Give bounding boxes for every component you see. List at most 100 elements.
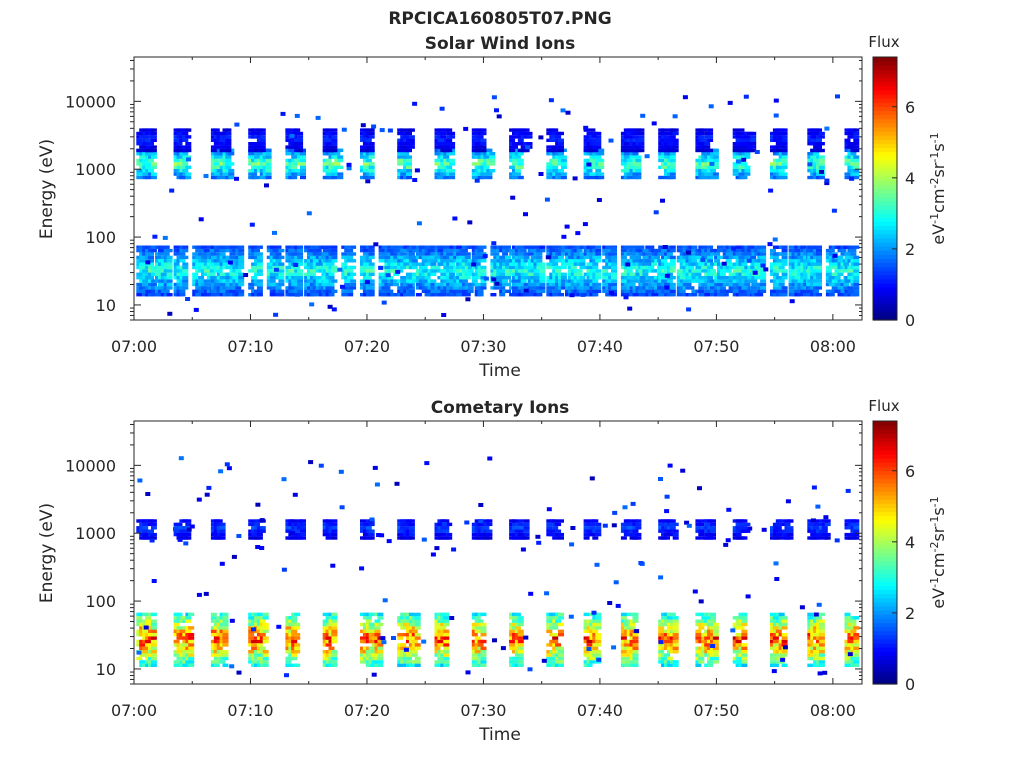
heatmap-cell bbox=[188, 653, 195, 657]
heatmap-cell bbox=[272, 248, 279, 253]
heatmap-cell bbox=[781, 172, 788, 176]
heatmap-cell bbox=[505, 269, 511, 273]
heatmap-cell bbox=[523, 286, 530, 290]
heatmap-cell bbox=[626, 175, 633, 180]
heatmap-cell bbox=[188, 660, 195, 664]
heatmap-cell bbox=[291, 155, 298, 159]
heatmap-cell bbox=[775, 289, 782, 293]
heatmap-cell bbox=[188, 636, 195, 640]
heatmap-cell bbox=[494, 108, 499, 113]
heatmap-cell bbox=[368, 262, 375, 266]
heatmap-cell bbox=[586, 289, 593, 293]
heatmap-cell bbox=[309, 272, 316, 276]
heatmap-cell bbox=[248, 282, 255, 287]
heatmap-cell bbox=[701, 252, 708, 256]
heatmap-cell bbox=[297, 252, 304, 256]
heatmap-cell bbox=[449, 172, 456, 176]
heatmap-cell bbox=[620, 259, 627, 263]
heatmap-cell bbox=[744, 252, 751, 256]
heatmap-cell bbox=[225, 165, 232, 169]
heatmap-cell bbox=[337, 158, 344, 163]
heatmap-cell bbox=[443, 265, 450, 270]
heatmap-cell bbox=[620, 272, 627, 276]
heatmap-cell bbox=[517, 142, 524, 146]
y-tick-label: 10000 bbox=[65, 92, 116, 111]
heatmap-cell bbox=[760, 279, 767, 283]
heatmap-cell bbox=[750, 255, 757, 260]
heatmap-cell bbox=[145, 138, 152, 142]
heatmap-cell bbox=[449, 252, 456, 256]
heatmap-cell bbox=[853, 128, 860, 132]
heatmap-cell bbox=[294, 128, 301, 132]
heatmap-cell bbox=[632, 131, 639, 136]
heatmap-cell bbox=[701, 138, 708, 142]
heatmap-cell bbox=[400, 248, 407, 253]
heatmap-cell bbox=[300, 155, 306, 159]
heatmap-cell bbox=[526, 131, 533, 136]
heatmap-cell bbox=[555, 289, 562, 293]
heatmap-cell bbox=[816, 248, 822, 253]
heatmap-cell bbox=[775, 259, 782, 263]
heatmap-cell bbox=[669, 245, 676, 249]
heatmap-cell bbox=[278, 262, 285, 266]
heatmap-cell bbox=[818, 148, 825, 153]
heatmap-cell bbox=[712, 162, 719, 166]
heatmap-cell bbox=[523, 269, 530, 273]
heatmap-cell bbox=[424, 252, 431, 256]
heatmap-cell bbox=[672, 138, 679, 142]
heatmap-cell bbox=[738, 265, 745, 270]
heatmap-cell bbox=[520, 131, 527, 136]
heatmap-cell bbox=[341, 262, 348, 266]
heatmap-cell bbox=[321, 276, 328, 280]
heatmap-cell bbox=[691, 255, 698, 260]
heatmap-cell bbox=[816, 252, 822, 256]
heatmap-cell bbox=[669, 259, 676, 263]
heatmap-cell bbox=[251, 162, 258, 166]
heatmap-cell bbox=[770, 162, 776, 166]
heatmap-cell bbox=[669, 282, 676, 287]
heatmap-cell bbox=[797, 293, 804, 297]
heatmap-cell bbox=[384, 286, 391, 290]
heatmap-cell bbox=[238, 289, 245, 293]
heatmap-cell bbox=[760, 255, 767, 260]
x-axis-label: Time bbox=[478, 361, 521, 381]
colorbar-segment bbox=[873, 110, 897, 116]
heatmap-cell bbox=[142, 629, 149, 633]
heatmap-cell bbox=[850, 252, 857, 256]
heatmap-cell bbox=[368, 282, 375, 287]
heatmap-cell bbox=[368, 172, 375, 176]
heatmap-cell bbox=[185, 629, 192, 633]
heatmap-cell bbox=[474, 282, 481, 287]
heatmap-cell bbox=[520, 279, 527, 283]
heatmap-cell bbox=[526, 135, 533, 139]
heatmap-cell bbox=[725, 259, 732, 263]
heatmap-cell bbox=[527, 265, 534, 270]
heatmap-cell bbox=[750, 135, 757, 139]
heatmap-cell bbox=[853, 526, 860, 530]
heatmap-cell bbox=[517, 245, 524, 249]
heatmap-cell bbox=[173, 245, 180, 249]
heatmap-cell bbox=[185, 536, 192, 540]
heatmap-cell bbox=[707, 259, 714, 263]
heatmap-cell bbox=[238, 279, 245, 283]
heatmap-cell bbox=[362, 155, 369, 159]
heatmap-cell bbox=[781, 128, 788, 132]
heatmap-cell bbox=[350, 272, 357, 276]
heatmap-cell bbox=[517, 519, 524, 523]
heatmap-cell bbox=[378, 265, 384, 270]
heatmap-cell bbox=[666, 272, 673, 276]
heatmap-cell bbox=[744, 529, 751, 533]
heatmap-cell bbox=[579, 289, 586, 293]
heatmap-cell bbox=[523, 245, 530, 249]
heatmap-cell bbox=[150, 660, 157, 664]
heatmap-cell bbox=[837, 286, 844, 290]
plot-frame bbox=[133, 56, 863, 321]
heatmap-cell bbox=[611, 279, 617, 283]
heatmap-cell bbox=[661, 259, 668, 263]
colorbar-segment bbox=[873, 163, 897, 169]
heatmap-cell bbox=[148, 529, 154, 533]
heatmap-cell bbox=[219, 248, 226, 253]
heatmap-cell bbox=[669, 155, 676, 159]
